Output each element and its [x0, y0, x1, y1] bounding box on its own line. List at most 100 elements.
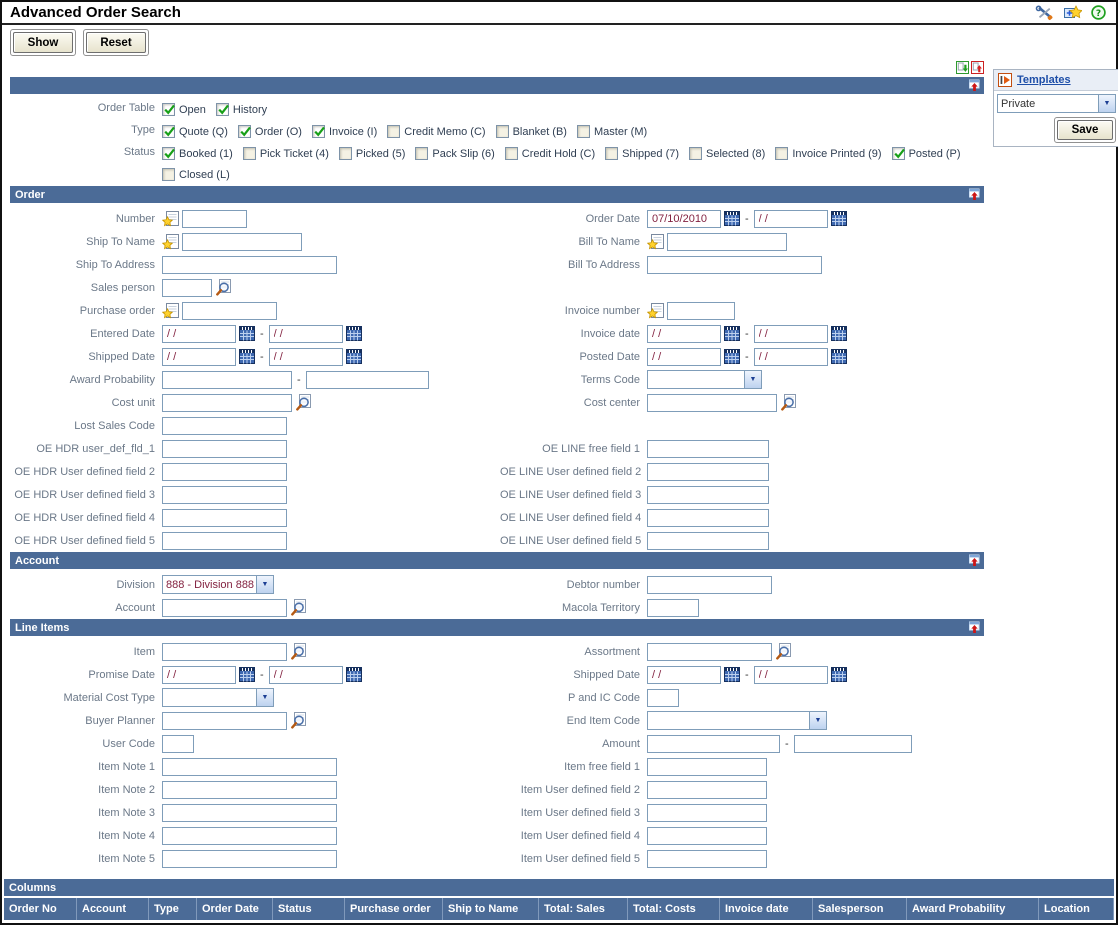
search-icon[interactable] [215, 279, 233, 296]
pack-slip-6-checkbox[interactable] [415, 147, 429, 160]
item-user-defined-field-3-input[interactable] [647, 803, 767, 822]
cost-unit-input[interactable] [162, 393, 292, 412]
help-icon[interactable]: ? [1091, 5, 1106, 20]
column-header-award-probability[interactable]: Award Probability [907, 898, 1039, 920]
item-note-1-input[interactable] [162, 757, 337, 776]
item-free-field-1-input[interactable] [647, 757, 767, 776]
search-icon[interactable] [290, 712, 308, 729]
credit-memo-c-checkbox[interactable] [387, 125, 401, 138]
tools-icon[interactable] [1035, 5, 1055, 21]
collapse-section-icon[interactable] [968, 188, 981, 201]
posted-date-from-input[interactable] [647, 347, 721, 366]
collapse-section-icon[interactable] [968, 554, 981, 567]
reset-button[interactable]: Reset [86, 32, 146, 53]
entered-date-from-input[interactable] [162, 324, 236, 343]
oe-hdr-user-defined-field-5-input[interactable] [162, 531, 287, 550]
wildcard-icon[interactable] [162, 302, 179, 319]
promise-date-to-input[interactable] [268, 665, 343, 684]
column-header-order-no[interactable]: Order No [4, 898, 77, 920]
user-code-input[interactable] [162, 734, 194, 753]
search-icon[interactable] [295, 394, 313, 411]
amount-to-input[interactable] [793, 734, 912, 753]
bill-to-name-input[interactable] [667, 232, 787, 251]
ship-to-name-input[interactable] [182, 232, 302, 251]
column-header-type[interactable]: Type [149, 898, 197, 920]
order-o-checkbox[interactable] [237, 125, 251, 138]
wildcard-icon[interactable] [647, 302, 664, 319]
item-user-defined-field-4-input[interactable] [647, 826, 767, 845]
column-header-order-date[interactable]: Order Date [197, 898, 273, 920]
calendar-icon[interactable] [345, 326, 362, 341]
division-select[interactable]: 888 - Division 888 ▼ [162, 575, 274, 594]
column-header-total-sales[interactable]: Total: Sales [539, 898, 628, 920]
search-icon[interactable] [780, 394, 798, 411]
macola-territory-input[interactable] [647, 598, 699, 617]
posted-date-to-input[interactable] [753, 347, 828, 366]
lost-sales-code-input[interactable] [162, 416, 287, 435]
column-header-salesperson[interactable]: Salesperson [813, 898, 907, 920]
column-header-ship-to-name[interactable]: Ship to Name [443, 898, 539, 920]
shipped-date-from-input[interactable] [162, 347, 236, 366]
invoice-number-input[interactable] [667, 301, 735, 320]
award-probability-from-input[interactable] [162, 370, 292, 389]
end-item-code-select[interactable]: ▼ [647, 711, 827, 730]
calendar-icon[interactable] [345, 667, 362, 682]
oe-hdr-user-def-fld-1-input[interactable] [162, 439, 287, 458]
calendar-icon[interactable] [724, 326, 740, 341]
search-icon[interactable] [290, 643, 308, 660]
calendar-icon[interactable] [239, 349, 255, 364]
expand-all-icon[interactable] [956, 60, 969, 74]
sales-person-input[interactable] [162, 278, 212, 297]
cost-center-input[interactable] [647, 393, 777, 412]
amount-from-input[interactable] [647, 734, 780, 753]
calendar-icon[interactable] [830, 326, 847, 341]
item-user-defined-field-2-input[interactable] [647, 780, 767, 799]
credit-hold-c-checkbox[interactable] [504, 147, 518, 160]
promise-date-from-input[interactable] [162, 665, 236, 684]
calendar-icon[interactable] [724, 667, 740, 682]
show-button[interactable]: Show [13, 32, 73, 53]
selected-8-checkbox[interactable] [689, 147, 703, 160]
calendar-icon[interactable] [724, 211, 740, 226]
search-icon[interactable] [290, 599, 308, 616]
calendar-icon[interactable] [830, 667, 847, 682]
item-note-3-input[interactable] [162, 803, 337, 822]
oe-line-user-defined-field-4-input[interactable] [647, 508, 769, 527]
assortment-input[interactable] [647, 642, 772, 661]
oe-hdr-user-defined-field-4-input[interactable] [162, 508, 287, 527]
shipped-7-checkbox[interactable] [605, 147, 619, 160]
calendar-icon[interactable] [830, 211, 847, 226]
debtor-number-input[interactable] [647, 575, 772, 594]
calendar-icon[interactable] [239, 326, 255, 341]
line-shipped-date-from-input[interactable] [647, 665, 721, 684]
column-header-status[interactable]: Status [273, 898, 345, 920]
item-note-2-input[interactable] [162, 780, 337, 799]
open-checkbox[interactable] [162, 103, 175, 116]
buyer-planner-input[interactable] [162, 711, 287, 730]
booked-1-checkbox[interactable] [162, 147, 175, 160]
wildcard-icon[interactable] [647, 233, 664, 250]
templates-link[interactable]: Templates [1017, 74, 1071, 86]
bill-to-address-input[interactable] [647, 255, 822, 274]
p-and-ic-code-input[interactable] [647, 688, 679, 707]
oe-line-user-defined-field-2-input[interactable] [647, 462, 769, 481]
purchase-order-input[interactable] [182, 301, 277, 320]
wildcard-icon[interactable] [162, 233, 179, 250]
add-favorite-icon[interactable] [1064, 4, 1082, 21]
invoice-date-from-input[interactable] [647, 324, 721, 343]
material-cost-type-select[interactable]: ▼ [162, 688, 274, 707]
item-note-4-input[interactable] [162, 826, 337, 845]
item-user-defined-field-5-input[interactable] [647, 849, 767, 868]
closed-l-checkbox[interactable] [162, 168, 175, 181]
line-shipped-date-to-input[interactable] [753, 665, 828, 684]
shipped-date-to-input[interactable] [268, 347, 343, 366]
quote-q-checkbox[interactable] [162, 125, 175, 138]
column-header-location[interactable]: Location [1039, 898, 1114, 920]
column-header-total-costs[interactable]: Total: Costs [628, 898, 720, 920]
column-header-account[interactable]: Account [77, 898, 149, 920]
blanket-b-checkbox[interactable] [495, 125, 509, 138]
oe-hdr-user-defined-field-2-input[interactable] [162, 462, 287, 481]
save-button[interactable]: Save [1057, 120, 1113, 140]
calendar-icon[interactable] [345, 349, 362, 364]
history-checkbox[interactable] [215, 103, 229, 116]
